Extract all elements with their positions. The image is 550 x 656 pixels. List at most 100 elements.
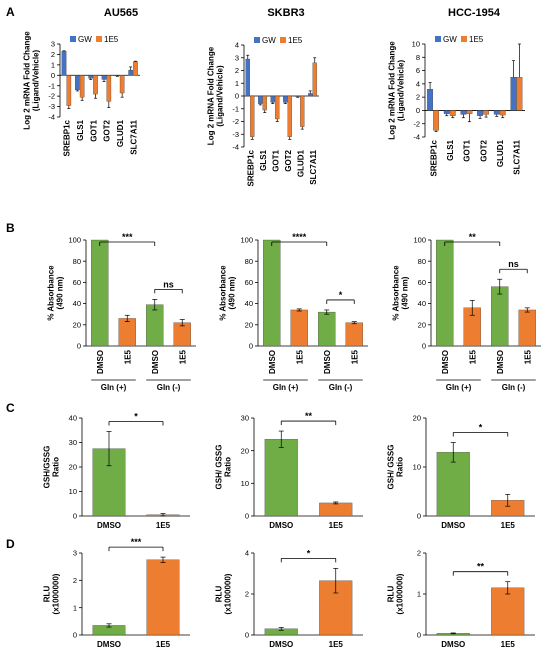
chart-a1-category-label: SLC7A11 xyxy=(129,119,138,154)
chart-b2-category-label: 1E5 xyxy=(350,349,359,364)
chart-a2-y-tick-label: 1 xyxy=(235,79,239,88)
chart-a1-bar-1e5 xyxy=(66,75,72,106)
chart-b1-bar xyxy=(146,304,164,347)
chart-a3-y-tick-label: -4 xyxy=(413,133,420,142)
chart-b2-y-tick-label: 100 xyxy=(240,236,253,245)
chart-a1-bar-gw xyxy=(101,75,107,80)
chart-a2-bar-gw xyxy=(283,95,288,103)
chart-b1-y-tick-label: 40 xyxy=(73,299,81,308)
chart-a2-bar-1e5 xyxy=(287,95,292,137)
chart-a3-category-label: SREBP1c xyxy=(429,139,438,176)
chart-b3-y-tick-label: 20 xyxy=(418,320,426,329)
chart-a2-y-tick-label: 0 xyxy=(235,92,239,101)
chart-a2-legend-label-gw: GW xyxy=(262,36,276,45)
chart-a1-category-label: SREBP1c xyxy=(63,119,72,156)
chart-d1-y-label: RLU(x1000000) xyxy=(43,573,61,614)
chart-c3-y-tick-label: 0 xyxy=(417,512,421,521)
chart-d1-category-label: DMSO xyxy=(97,640,121,649)
chart-a3-legend-swatch-1e5 xyxy=(461,36,467,42)
chart-a3-bar-gw xyxy=(427,89,433,111)
chart-a1-y-tick-label: 0 xyxy=(51,71,55,80)
chart-b1-group-label: Gln (+) xyxy=(101,383,127,392)
chart-c3-category-label: 1E5 xyxy=(501,521,516,530)
chart-a1-legend-swatch-1e5 xyxy=(96,36,102,42)
chart-d2-y-label-line: (x1000000) xyxy=(224,573,233,614)
chart-b3-category-label: 1E5 xyxy=(523,349,532,364)
chart-c1-y-tick-label: 20 xyxy=(69,463,77,472)
chart-a1-category-label: GOT1 xyxy=(89,119,98,141)
chart-c2-y-tick-label: 20 xyxy=(241,446,249,455)
chart-a3-bar-gw xyxy=(510,77,517,111)
chart-d3-y-tick-label: 1 xyxy=(417,590,421,599)
chart-b3-y-tick-label: 80 xyxy=(418,257,426,266)
chart-d2-y-label: RLU(x1000000) xyxy=(215,573,233,614)
chart-b3-sig-label: ns xyxy=(508,259,519,269)
chart-c2-category-label: 1E5 xyxy=(329,521,344,530)
chart-a1-y-label-line: (Ligand/Vehicle) xyxy=(32,49,41,111)
chart-b2-bar xyxy=(318,311,336,347)
chart-b1-y-label-line: % Absorbance xyxy=(47,265,56,321)
chart-a3-bar-1e5 xyxy=(516,77,523,111)
chart-a1-category-label: GLUD1 xyxy=(116,119,125,147)
chart-a2-y-tick-label: -2 xyxy=(232,117,239,126)
panel-letter-d: D xyxy=(6,537,15,551)
chart-a3-y-label-line: (Ligand/Vehicle) xyxy=(397,59,406,121)
chart-a1-y-tick-label: 3 xyxy=(51,40,55,49)
chart-b2-y-label: % Absorbance(490 nm) xyxy=(219,265,237,321)
chart-d1-y-tick-label: 1 xyxy=(73,603,77,612)
chart-c3-y-tick-label: 10 xyxy=(413,463,421,472)
chart-a3-legend-swatch-gw xyxy=(435,36,441,42)
chart-a1-bar-gw xyxy=(88,75,93,79)
chart-b2-bar xyxy=(345,322,363,347)
chart-c3-y-label-line: GSH/ GSSG xyxy=(387,445,396,490)
chart-b1-y-tick-label: 20 xyxy=(73,320,81,329)
chart-a1-bar-gw xyxy=(61,51,67,76)
chart-a2-bar-1e5 xyxy=(250,95,255,137)
chart-a2-y-tick-label: 2 xyxy=(235,66,239,75)
chart-b3-bar xyxy=(518,309,536,347)
chart-c1-category-label: 1E5 xyxy=(156,521,171,530)
chart-a1-y-tick-label: -3 xyxy=(48,102,55,111)
chart-b2-bar xyxy=(290,309,308,347)
chart-b1-y-label: % Absorbance(490 nm) xyxy=(47,265,65,321)
chart-c1-y-tick-label: 0 xyxy=(73,512,77,521)
panel-letter-a: A xyxy=(6,5,15,19)
chart-a3-title: HCC-1954 xyxy=(448,7,501,19)
chart-a2-bar-1e5 xyxy=(275,95,280,120)
chart-a3-bar-1e5 xyxy=(449,110,456,116)
chart-a3-y-tick-label: 6 xyxy=(416,66,420,75)
chart-d1-sig-label: *** xyxy=(131,537,142,547)
chart-c3-category-label: DMSO xyxy=(441,521,465,530)
chart-a2-bar-gw xyxy=(258,95,263,104)
chart-a2-y-label-line: (Ligand/Vehicle) xyxy=(216,65,225,127)
chart-c1-category-label: DMSO xyxy=(97,521,121,530)
chart-a2-category-label: SLC7A11 xyxy=(309,149,318,184)
chart-c2-y-label-line: Ratio xyxy=(224,457,233,477)
chart-b3-y-tick-label: 60 xyxy=(418,278,426,287)
chart-a3-category-label: GOT1 xyxy=(463,139,472,161)
chart-a2-y-label: Log 2 mRNA Fold Change(Ligand/Vehicle) xyxy=(207,46,225,145)
chart-a3-bar-1e5 xyxy=(466,110,473,114)
chart-b2-y-label-line: (490 nm) xyxy=(228,276,237,309)
chart-d3-y-label: RLU(x1000000) xyxy=(387,573,405,614)
chart-c1-y-tick-label: 30 xyxy=(69,438,77,447)
chart-b1-group-label: Gln (-) xyxy=(157,383,181,392)
chart-a2-y-tick-label: 4 xyxy=(235,41,239,50)
chart-a3-category-label: GLUD1 xyxy=(496,139,505,167)
chart-d3-bar xyxy=(491,587,525,636)
chart-c3-y-tick-label: 20 xyxy=(413,414,421,423)
chart-a1-bar-1e5 xyxy=(79,75,85,98)
chart-a1-y-tick-label: 1 xyxy=(51,60,55,69)
chart-a3-bar-1e5 xyxy=(433,110,439,131)
chart-c3-sig-label: * xyxy=(479,423,483,433)
chart-d1-y-tick-label: 0 xyxy=(73,631,77,640)
chart-d1-category-label: 1E5 xyxy=(156,640,171,649)
chart-b3-sig-label: ** xyxy=(469,232,477,242)
chart-a1-y-tick-label: -4 xyxy=(48,113,55,122)
chart-b3-bar xyxy=(436,239,454,347)
chart-c2-bar xyxy=(319,502,353,517)
chart-b2-y-label-line: % Absorbance xyxy=(219,265,228,321)
chart-b1-y-label-line: (490 nm) xyxy=(56,276,65,309)
chart-b1-bar xyxy=(91,239,109,347)
chart-a3-y-label-line: Log 2 mRNA Fold Change xyxy=(388,41,397,140)
